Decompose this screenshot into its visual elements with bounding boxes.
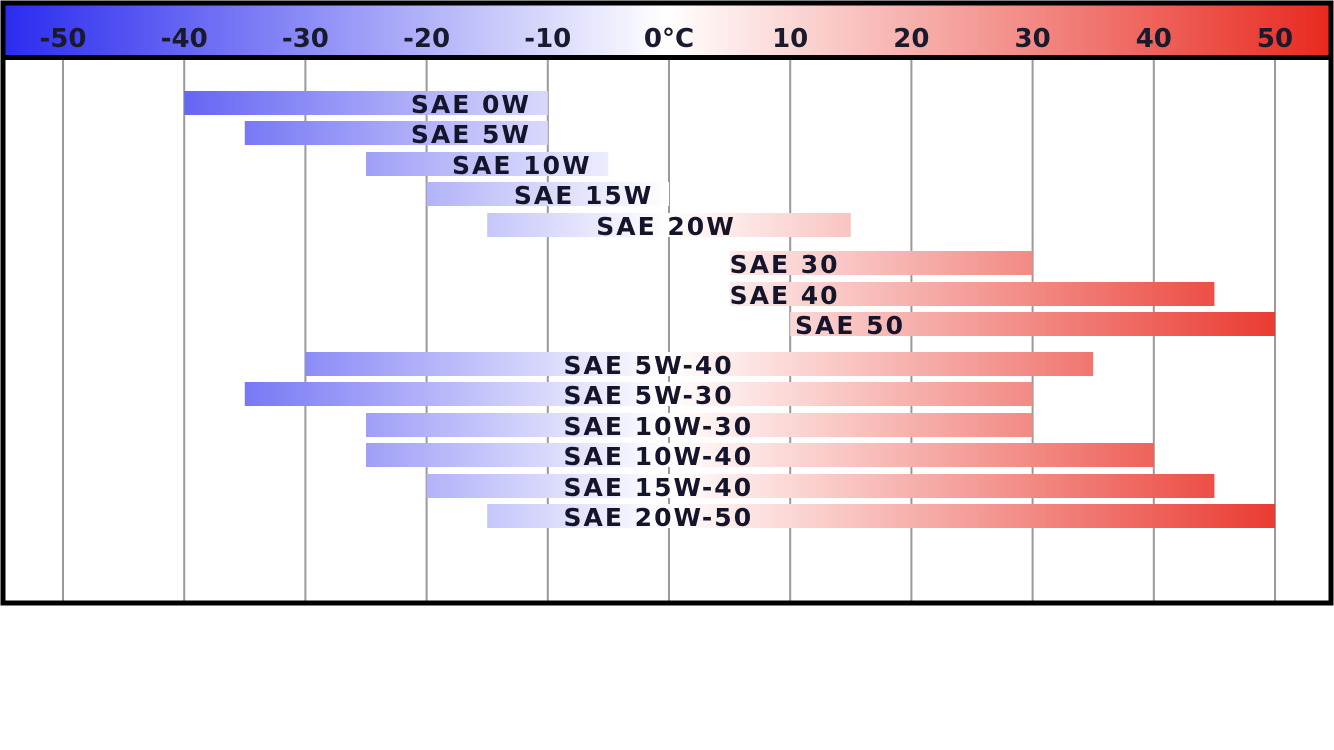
viscosity-range-bar xyxy=(244,121,548,145)
viscosity-range-bar xyxy=(184,91,548,115)
bar-label: SAE 10W-30 xyxy=(564,412,754,441)
x-tick-label: -40 xyxy=(161,24,208,54)
viscosity-range-bar xyxy=(244,382,1033,406)
x-tick-label: -50 xyxy=(40,24,87,54)
x-tick-label: 40 xyxy=(1136,24,1172,54)
viscosity-range-bar xyxy=(426,182,669,206)
x-tick-label: 50 xyxy=(1257,24,1293,54)
viscosity-range-bar xyxy=(366,152,609,176)
bar-label: SAE 40 xyxy=(730,281,840,310)
bar-label: SAE 5W-30 xyxy=(564,381,734,410)
x-tick-label: 30 xyxy=(1015,24,1051,54)
viscosity-range-bar xyxy=(729,251,1033,275)
bar-label: SAE 20W xyxy=(596,212,736,241)
bar-label: SAE 30 xyxy=(730,250,840,279)
viscosity-range-bar xyxy=(487,213,851,237)
bar-label: SAE 0W xyxy=(411,90,531,119)
bar-label: SAE 10W-40 xyxy=(564,442,754,471)
bar-label: SAE 5W-40 xyxy=(564,351,734,380)
viscosity-range-bar xyxy=(366,413,1033,437)
bar-label: SAE 15W xyxy=(514,181,654,210)
x-tick-label: -30 xyxy=(282,24,329,54)
bar-label: SAE 15W-40 xyxy=(564,473,754,502)
viscosity-range-bar xyxy=(305,352,1094,376)
viscosity-range-bar xyxy=(487,504,1275,528)
x-tick-label: -20 xyxy=(403,24,450,54)
x-tick-label: 20 xyxy=(893,24,929,54)
bar-label: SAE 20W-50 xyxy=(564,503,754,532)
viscosity-range-bar xyxy=(790,312,1275,336)
viscosity-range-bar xyxy=(426,474,1215,498)
viscosity-range-bar xyxy=(729,282,1215,306)
bar-label: SAE 10W xyxy=(452,151,592,180)
chart-frame xyxy=(0,0,1334,606)
bar-label: SAE 5W xyxy=(411,120,531,149)
bar-label: SAE 50 xyxy=(795,311,905,340)
x-tick-label: -10 xyxy=(524,24,571,54)
x-axis-tick-labels: -50 -40 -30 -20 -10 0°C 10 20 30 40 50 xyxy=(40,24,1294,54)
x-tick-label: 0°C xyxy=(644,24,694,54)
viscosity-range-bar xyxy=(366,443,1154,467)
x-tick-label: 10 xyxy=(772,24,808,54)
